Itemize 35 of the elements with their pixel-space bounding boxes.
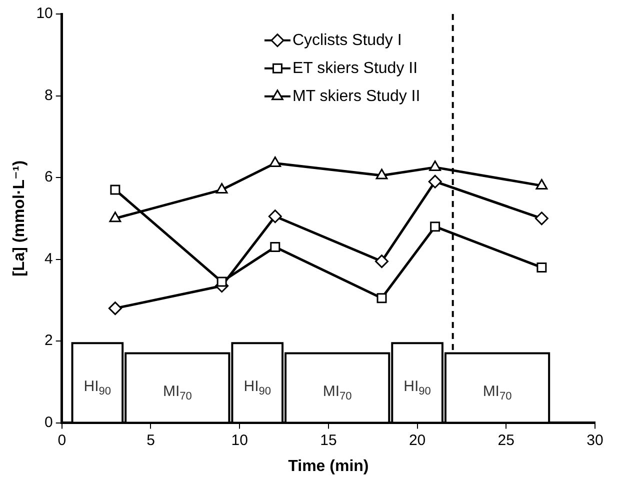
- y-tick-label: 4: [44, 250, 53, 268]
- y-tick-label: 2: [44, 332, 53, 350]
- point: [430, 222, 440, 232]
- point: [375, 254, 389, 268]
- point: [534, 212, 548, 226]
- x-tick-label: 25: [498, 432, 514, 449]
- point: [429, 160, 442, 172]
- point: [216, 183, 228, 194]
- x-axis-title: Time (min): [288, 458, 369, 475]
- y-tick-label: 0: [44, 414, 53, 431]
- legend-label: MT skiers Study II: [292, 88, 420, 105]
- point: [216, 276, 227, 287]
- x-tick-label: 30: [586, 432, 604, 449]
- point: [268, 210, 282, 224]
- y-axis-title: [La] (mmol·L⁻¹): [11, 160, 28, 276]
- x-tick-label: 0: [58, 432, 66, 449]
- point: [536, 262, 547, 272]
- point: [108, 302, 122, 316]
- point: [536, 178, 548, 190]
- point: [428, 174, 442, 188]
- y-tick-label: 8: [44, 86, 53, 104]
- point: [376, 168, 388, 180]
- x-tick-label: 10: [231, 432, 248, 449]
- point: [109, 212, 122, 222]
- x-tick-label: 5: [146, 432, 155, 449]
- y-tick-label: 10: [36, 5, 53, 22]
- point: [376, 293, 387, 304]
- point: [270, 242, 280, 252]
- legend-label: ET skiers Study II: [292, 60, 418, 77]
- point: [269, 156, 282, 167]
- legend-label: Cyclists Study I: [292, 32, 402, 49]
- y-tick-label: 6: [44, 168, 53, 186]
- point: [110, 184, 120, 195]
- x-tick-label: 15: [320, 432, 337, 449]
- x-tick-label: 20: [408, 432, 426, 449]
